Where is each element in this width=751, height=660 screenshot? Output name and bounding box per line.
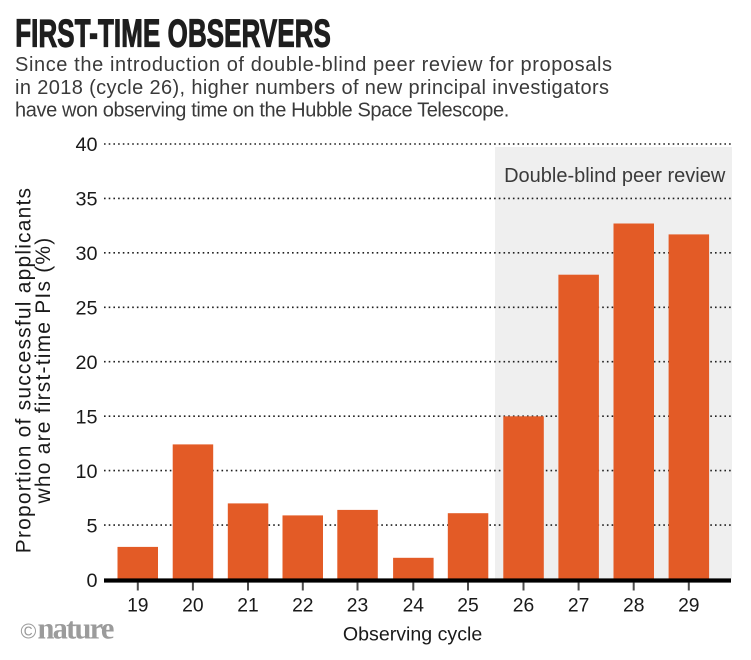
svg-text:23: 23 (347, 595, 368, 616)
svg-text:Since the introduction of doub: Since the introduction of double-blind p… (15, 54, 613, 76)
svg-text:30: 30 (75, 243, 97, 265)
svg-text:in 2018 (cycle 26), higher num: in 2018 (cycle 26), higher numbers of ne… (15, 77, 609, 99)
svg-text:20: 20 (182, 595, 203, 616)
svg-text:FIRST-TIME OBSERVERS: FIRST-TIME OBSERVERS (15, 12, 331, 56)
svg-text:25: 25 (75, 298, 97, 320)
svg-text:19: 19 (127, 595, 148, 616)
svg-text:©: © (21, 619, 37, 643)
svg-text:28: 28 (623, 595, 644, 616)
svg-text:have won observing time on the: have won observing time on the Hubble Sp… (15, 100, 509, 122)
svg-text:nature: nature (38, 612, 114, 646)
svg-text:27: 27 (568, 595, 589, 616)
svg-text:29: 29 (678, 595, 699, 616)
svg-text:Observing cycle: Observing cycle (343, 624, 482, 646)
svg-text:5: 5 (86, 515, 97, 537)
svg-text:35: 35 (75, 189, 97, 211)
svg-text:20: 20 (75, 352, 97, 374)
svg-text:15: 15 (75, 406, 97, 428)
svg-text:who are first-time PIs (%): who are first-time PIs (%) (32, 237, 55, 505)
svg-text:Proportion of successful appli: Proportion of successful applicants (13, 187, 36, 554)
svg-text:25: 25 (457, 595, 478, 616)
svg-text:26: 26 (513, 595, 534, 616)
svg-text:22: 22 (292, 595, 313, 616)
svg-text:10: 10 (75, 461, 97, 483)
svg-text:40: 40 (75, 134, 97, 156)
svg-text:Double-blind peer review: Double-blind peer review (504, 165, 726, 187)
svg-text:21: 21 (237, 595, 258, 616)
svg-text:24: 24 (403, 595, 425, 616)
svg-text:0: 0 (86, 570, 97, 592)
